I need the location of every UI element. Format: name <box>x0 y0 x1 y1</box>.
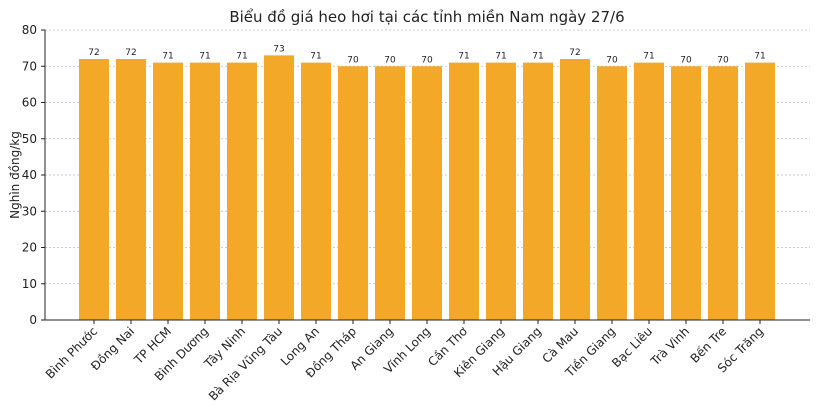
bar <box>486 62 516 320</box>
chart-title: Biểu đồ giá heo hơi tại các tỉnh miền Na… <box>229 8 624 26</box>
data-label: 71 <box>643 52 654 62</box>
bar <box>671 66 701 320</box>
bar <box>449 62 479 320</box>
y-tick-label: 10 <box>22 277 37 291</box>
y-tick-label: 60 <box>22 96 37 110</box>
bar <box>153 62 183 320</box>
data-label: 72 <box>88 48 99 58</box>
y-tick-label: 70 <box>22 59 37 73</box>
bar <box>338 66 368 320</box>
bar <box>745 62 775 320</box>
bar <box>116 59 146 320</box>
data-label: 71 <box>310 52 321 62</box>
bar <box>190 62 220 320</box>
data-label: 70 <box>680 55 692 65</box>
data-label: 72 <box>125 48 136 58</box>
data-label: 71 <box>532 52 543 62</box>
data-label: 71 <box>495 52 506 62</box>
data-label: 70 <box>347 55 359 65</box>
y-tick-label: 0 <box>29 313 37 327</box>
data-label: 72 <box>569 48 580 58</box>
data-label: 71 <box>236 52 247 62</box>
data-label: 70 <box>384 55 396 65</box>
bar <box>375 66 405 320</box>
bar <box>523 62 553 320</box>
data-label: 70 <box>606 55 618 65</box>
data-label: 70 <box>421 55 433 65</box>
bar <box>79 59 109 320</box>
y-tick-label: 50 <box>22 132 37 146</box>
x-tick-label: Trà Vinh <box>647 324 692 369</box>
y-tick-label: 40 <box>22 168 37 182</box>
y-axis-label: Nghìn đồng/kg <box>8 131 22 219</box>
bar <box>264 55 294 320</box>
y-tick-label: 20 <box>22 241 37 255</box>
bar <box>227 62 257 320</box>
bar <box>301 62 331 320</box>
bar <box>634 62 664 320</box>
data-label: 71 <box>458 52 469 62</box>
bar <box>560 59 590 320</box>
data-label: 73 <box>273 44 284 54</box>
y-tick-label: 30 <box>22 204 37 218</box>
x-tick-label: Bạc Liêu <box>609 324 655 370</box>
data-label: 70 <box>717 55 729 65</box>
y-tick-label: 80 <box>22 23 37 37</box>
data-label: 71 <box>199 52 210 62</box>
bar <box>597 66 627 320</box>
bar <box>412 66 442 320</box>
data-label: 71 <box>754 52 765 62</box>
x-tick-label: Bình Phước <box>43 324 100 381</box>
bar <box>708 66 738 320</box>
data-label: 71 <box>162 52 173 62</box>
